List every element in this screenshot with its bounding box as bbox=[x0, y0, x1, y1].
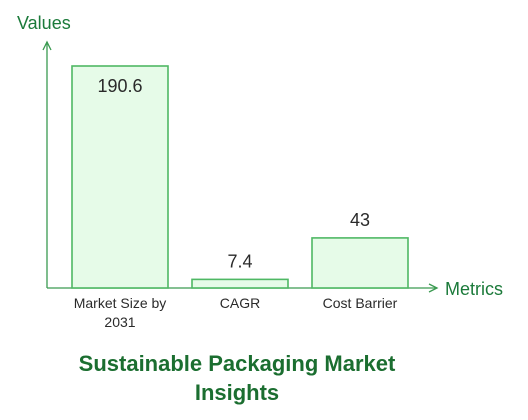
x-tick-label-2-line-0: Cost Barrier bbox=[323, 295, 398, 311]
value-label-group: 190.6 7.4 43 bbox=[97, 76, 370, 271]
value-label-2: 43 bbox=[350, 210, 370, 230]
y-axis-label: Values bbox=[17, 13, 71, 33]
x-tick-label-0-line-1: 2031 bbox=[104, 314, 135, 330]
x-tick-label-1-line-0: CAGR bbox=[220, 295, 260, 311]
bar-0 bbox=[71, 65, 169, 289]
bar-group bbox=[71, 65, 409, 289]
value-label-1: 7.4 bbox=[227, 251, 252, 271]
x-axis-arrow-icon bbox=[428, 283, 439, 293]
x-tick-label-group: Market Size by 2031 CAGR Cost Barrier bbox=[74, 295, 398, 330]
y-axis-arrow-icon bbox=[42, 40, 52, 51]
bar-1 bbox=[191, 278, 289, 289]
x-tick-label-0-line-0: Market Size by bbox=[74, 295, 167, 311]
x-axis-label: Metrics bbox=[445, 279, 503, 299]
chart-title-line-2: Insights bbox=[194, 380, 280, 405]
value-label-0: 190.6 bbox=[97, 76, 142, 96]
bar-2 bbox=[311, 237, 409, 289]
chart-title-line-1: Sustainable Packaging Market bbox=[78, 351, 396, 376]
